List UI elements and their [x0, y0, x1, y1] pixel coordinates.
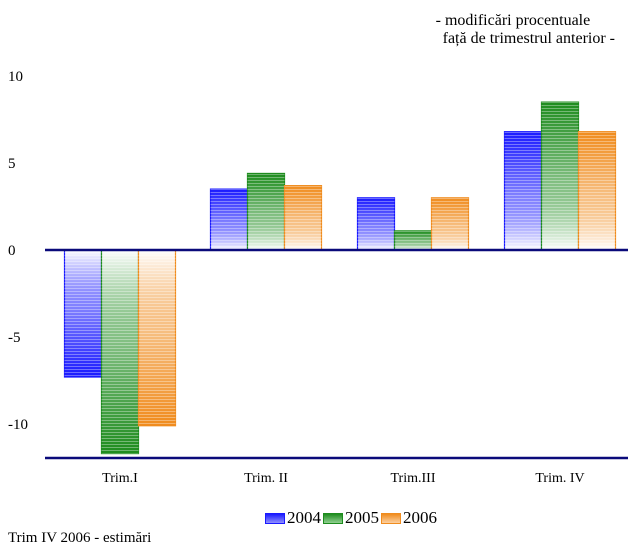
x-tick-label: Trim.III [391, 471, 436, 486]
bar-hatch-2004-1 [210, 189, 248, 250]
y-tick-label: 5 [8, 156, 16, 172]
chart-subtitle: - modificări procentuale față de trimest… [426, 12, 615, 48]
footnote: Trim IV 2006 - estimări [8, 530, 152, 546]
bar-hatch-2005-0 [101, 250, 139, 454]
legend-item-2006: 2006 [381, 508, 437, 528]
x-tick-label: Trim.I [102, 471, 138, 486]
legend-label-2004: 2004 [287, 508, 321, 527]
bar-hatch-2004-3 [504, 131, 542, 250]
y-tick-label: 10 [8, 69, 23, 85]
legend-label-2006: 2006 [403, 508, 437, 527]
legend-swatch-2006 [381, 512, 401, 524]
bar-hatch-2005-1 [247, 173, 285, 250]
subtitle-line-1: - modificări procentuale [435, 12, 591, 29]
bar-hatch-2006-2 [431, 197, 469, 250]
legend-swatch-2004 [265, 512, 285, 524]
bar-chart: 10 5 0 -5 -10 Trim.I Trim. II Trim.III Trim. IV [8, 69, 628, 486]
legend-item-2004: 2004 [265, 508, 321, 528]
legend-swatch-2005 [323, 512, 343, 524]
y-tick-label: -10 [8, 417, 28, 433]
y-tick-label: -5 [8, 330, 21, 346]
bar-hatch-2004-0 [64, 250, 102, 378]
bar-hatch-2004-2 [357, 197, 395, 250]
bar-hatch-2006-3 [578, 131, 616, 250]
bar-hatch-2005-2 [394, 230, 432, 250]
x-tick-label: Trim. II [244, 471, 288, 486]
y-tick-label: 0 [8, 243, 16, 259]
legend-item-2005: 2005 [323, 508, 379, 528]
bar-hatch-2006-0 [138, 250, 176, 426]
bar-hatch-2006-1 [284, 185, 322, 250]
chart-legend: 2004 2005 2006 [265, 508, 439, 528]
subtitle-line-2: față de trimestrul anterior - [442, 30, 615, 47]
x-tick-label: Trim. IV [535, 471, 584, 486]
legend-label-2005: 2005 [345, 508, 379, 527]
bar-hatch-2005-3 [541, 102, 579, 250]
